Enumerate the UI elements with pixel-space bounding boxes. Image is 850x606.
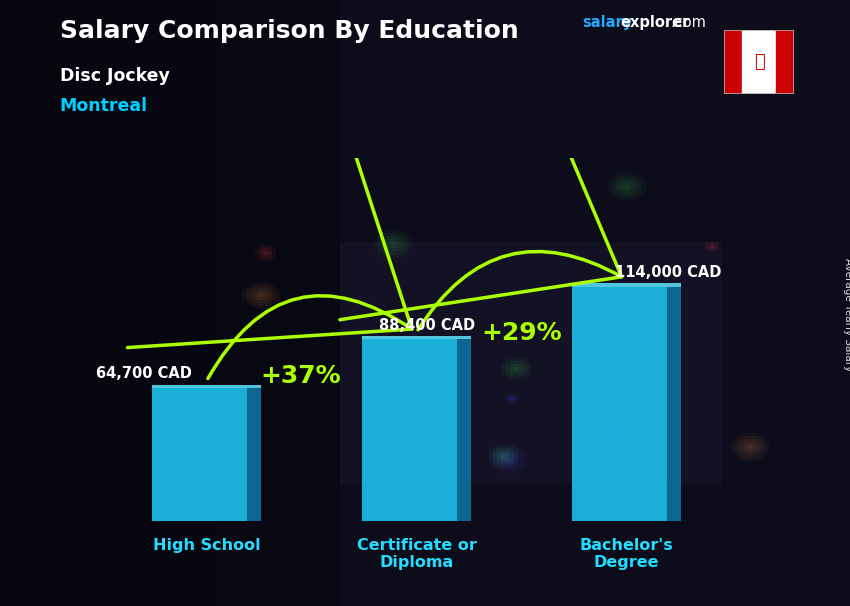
Text: +29%: +29% [481, 322, 562, 345]
Bar [724, 30, 741, 94]
Bar [741, 30, 777, 94]
FancyArrowPatch shape [128, 58, 412, 379]
Bar [152, 384, 261, 388]
Bar [152, 388, 261, 521]
Text: 64,700 CAD: 64,700 CAD [95, 367, 191, 381]
Text: explorer: explorer [620, 15, 690, 30]
Text: salary: salary [582, 15, 632, 30]
Text: Disc Jockey: Disc Jockey [60, 67, 169, 85]
Text: +37%: +37% [261, 364, 342, 388]
Bar [572, 283, 681, 287]
Bar [362, 339, 471, 521]
Text: Montreal: Montreal [60, 97, 148, 115]
Text: Salary Comparison By Education: Salary Comparison By Education [60, 19, 519, 44]
Bar [246, 388, 261, 521]
Bar [457, 339, 471, 521]
Text: 88,400 CAD: 88,400 CAD [379, 318, 475, 333]
Bar [667, 287, 681, 521]
Text: 114,000 CAD: 114,000 CAD [615, 265, 722, 280]
Text: 🍁: 🍁 [754, 53, 764, 71]
FancyArrowPatch shape [340, 15, 621, 330]
Text: .com: .com [671, 15, 706, 30]
Bar [362, 336, 471, 339]
Bar [572, 287, 681, 521]
Bar [776, 30, 794, 94]
Text: Average Yearly Salary: Average Yearly Salary [843, 259, 850, 371]
